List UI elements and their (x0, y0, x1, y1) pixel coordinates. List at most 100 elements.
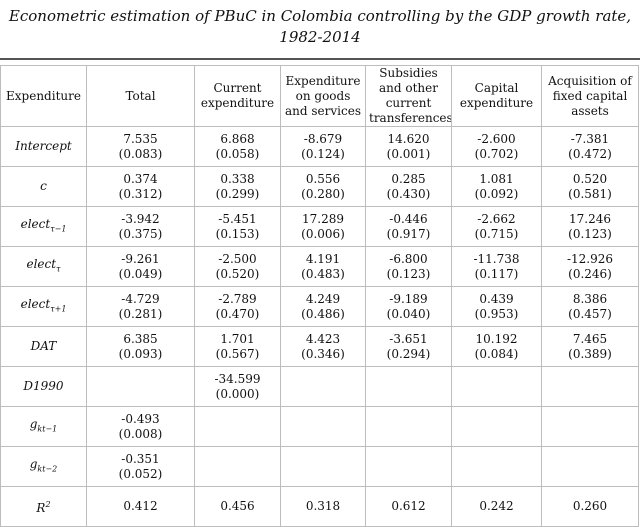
p-value: (0.470) (215, 306, 260, 321)
table-cell: 1.081 (0.092) (451, 166, 542, 207)
coefficient-value: -5.451 (218, 211, 257, 226)
table-cell: 6.868 (0.058) (194, 126, 281, 167)
coefficient-value: -8.679 (303, 131, 343, 146)
row-label-superscript: 2 (45, 500, 51, 509)
p-value: (0.124) (301, 146, 345, 161)
row-label: Intercept (0, 126, 87, 167)
coefficient-value: -9.189 (389, 291, 428, 306)
p-value: (0.000) (215, 386, 260, 401)
table-title: Econometric estimation of PBuC in Colomb… (0, 6, 640, 48)
p-value: (0.486) (301, 306, 345, 321)
coefficient-value: -2.662 (477, 211, 516, 226)
p-value: (0.715) (474, 226, 519, 241)
p-value: (0.294) (386, 346, 431, 361)
table-cell (280, 406, 366, 447)
table-cell (194, 446, 281, 487)
table-cell: 17.289 (0.006) (280, 206, 366, 247)
coefficient-value: -3.651 (389, 331, 428, 346)
coefficient-value: -12.926 (566, 251, 614, 266)
coefficient-value: 0.520 (572, 171, 608, 186)
table-cell: 8.386 (0.457) (541, 286, 639, 327)
coefficient-value: 10.192 (475, 331, 518, 346)
coefficient-value: 0.439 (479, 291, 514, 306)
row-label-text: c (40, 179, 47, 193)
p-value: (0.520) (215, 266, 260, 281)
row-label-text: R (36, 501, 46, 515)
table-cell: -3.651 (0.294) (365, 326, 452, 367)
coefficient-value: 4.191 (305, 251, 341, 266)
coefficient-value: 6.868 (220, 131, 255, 146)
coefficient-value: 4.249 (305, 291, 341, 306)
table-cell: 4.423 (0.346) (280, 326, 366, 367)
coefficient-value: -2.500 (218, 251, 257, 266)
table-cell: 0.439 (0.953) (451, 286, 542, 327)
coefficient-value: 17.246 (569, 211, 611, 226)
header-cell: Expenditure (0, 65, 87, 127)
row-label-text: elect (20, 216, 51, 231)
table-cell: 10.192 (0.084) (451, 326, 542, 367)
table-cell: 4.249 (0.486) (280, 286, 366, 327)
row-label-subscript: kt−1 (37, 424, 58, 434)
table-cell (541, 366, 639, 407)
p-value: (0.008) (118, 426, 163, 441)
table-row: Intercept 7.535 (0.083) 6.868 (0.058) -8.679(… (0, 126, 639, 167)
row-label: c (0, 166, 87, 207)
top-rule (0, 58, 640, 60)
header-cell: Expenditure on goods and services (280, 65, 366, 127)
table-cell (280, 366, 366, 407)
coefficient-value: 14.620 (387, 131, 430, 146)
header-cell: Capital expenditure (451, 65, 542, 127)
regression-table: Expenditure Total Current expenditure Ex… (0, 65, 639, 527)
table-cell: -6.800 (0.123) (365, 246, 452, 287)
p-value: (0.083) (118, 146, 163, 161)
table-cell: -7.381 (0.472) (541, 126, 639, 167)
coefficient-value: 0.612 (391, 499, 426, 513)
p-value: (0.375) (118, 226, 163, 241)
table-cell: 17.246 (0.123) (541, 206, 639, 247)
table-cell: -4.729 (0.281) (86, 286, 195, 327)
p-value: (0.299) (215, 186, 260, 201)
header-cell: Total (86, 65, 195, 127)
coefficient-value: -9.261 (121, 251, 160, 266)
coefficient-value: -6.800 (389, 251, 428, 266)
table-cell: -3.942 (0.375) (86, 206, 195, 247)
table-cell: 0.556 (0.280) (280, 166, 366, 207)
table-body: Intercept 7.535 (0.083) 6.868 (0.058) -8.679(… (0, 126, 639, 527)
p-value: (0.006) (301, 226, 345, 241)
coefficient-value: 0.285 (391, 171, 426, 186)
table-cell: -2.500 (0.520) (194, 246, 281, 287)
table-cell: 0.242 (451, 486, 542, 527)
table-row: R2 0.412 0.456 0.318 0.612 0.242 0.260 (0, 486, 639, 527)
row-label: gkt−1 (0, 406, 87, 447)
table-cell: 0.338 (0.299) (194, 166, 281, 207)
p-value: (0.092) (474, 186, 519, 201)
table-cell: 0.520 (0.581) (541, 166, 639, 207)
header-cell: Acquisition of fixed capital assets (541, 65, 639, 127)
p-value: (0.280) (301, 186, 345, 201)
row-label: electτ−1 (0, 206, 87, 247)
coefficient-value: -3.942 (121, 211, 160, 226)
coefficient-value: -0.493 (121, 411, 160, 426)
table-cell (86, 366, 195, 407)
p-value: (0.052) (118, 466, 163, 481)
coefficient-value: 0.374 (123, 171, 158, 186)
table-cell: 0.456 (194, 486, 281, 527)
p-value: (0.346) (301, 346, 345, 361)
coefficient-value: -7.381 (570, 131, 610, 146)
row-label: electτ (0, 246, 87, 287)
table-cell: 1.701 (0.567) (194, 326, 281, 367)
coefficient-value: -34.599 (214, 371, 261, 386)
table-cell: -0.493 (0.008) (86, 406, 195, 447)
row-label: electτ+1 (0, 286, 87, 327)
table-cell: 0.612 (365, 486, 452, 527)
coefficient-value: -11.738 (473, 251, 520, 266)
coefficient-value: 0.260 (572, 499, 608, 513)
p-value: (0.581) (568, 186, 612, 201)
p-value: (0.123) (568, 226, 612, 241)
p-value: (0.058) (215, 146, 260, 161)
table-cell: 0.318 (280, 486, 366, 527)
p-value: (0.430) (386, 186, 431, 201)
p-value: (0.117) (474, 266, 519, 281)
table-row: DAT 6.385 (0.093) 1.701 (0.567) 4.423 (0.346) -… (0, 326, 639, 367)
table-cell: 0.412 (86, 486, 195, 527)
